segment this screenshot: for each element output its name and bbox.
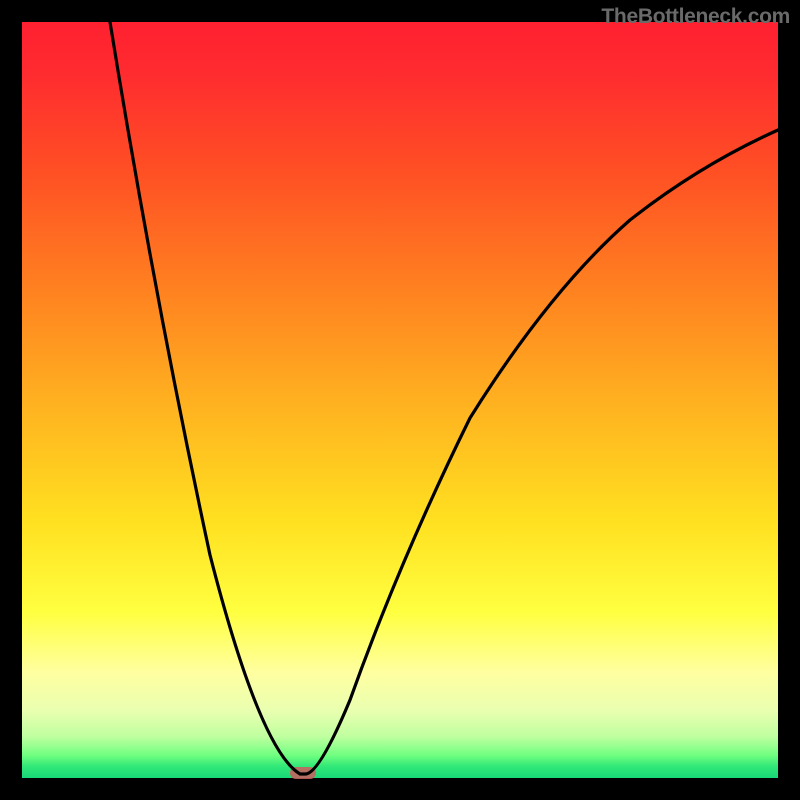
chart-container: TheBottleneck.com (0, 0, 800, 800)
watermark-text: TheBottleneck.com (601, 5, 790, 29)
bottleneck-chart (0, 0, 800, 800)
plot-background (22, 22, 778, 778)
